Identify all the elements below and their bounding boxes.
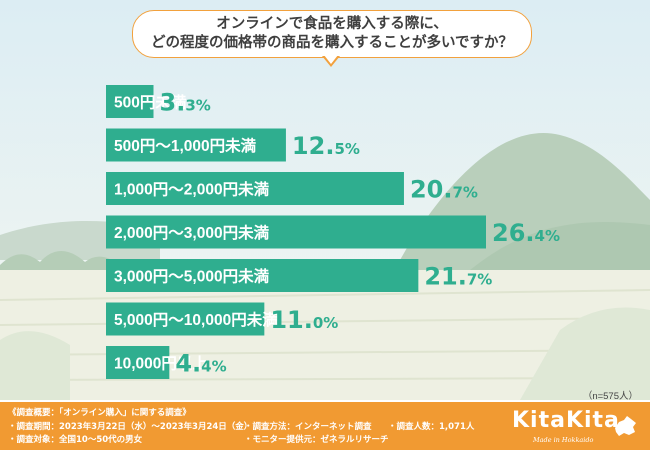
value-label-4: 26.4% xyxy=(492,219,560,247)
bar-label-4: 2,000円～3,000円未満 xyxy=(114,223,270,242)
value-label-1: 3.3% xyxy=(160,89,211,117)
grass-left xyxy=(0,331,70,400)
survey-period: ・調査期間：2023年3月22日（水）～2023年3月24日（金） xyxy=(8,422,253,432)
survey-count: ・調査人数：1,071人 xyxy=(388,422,475,432)
survey-method: ・調査方法：インターネット調査 xyxy=(244,422,372,432)
bar-label-7: 10,000円以上 xyxy=(114,355,208,373)
value-label-5: 21.7% xyxy=(424,263,492,291)
value-label-6: 11.0% xyxy=(270,306,338,334)
bubble-tail-inner xyxy=(324,55,338,64)
hokkaido-icon xyxy=(615,416,636,436)
sample-size-note: （n=575人） xyxy=(582,391,638,402)
value-label-2: 12.5% xyxy=(292,132,360,160)
survey-target: ・調査対象：全国10～50代の男女 xyxy=(8,435,143,445)
bar-4 xyxy=(106,215,486,249)
bar-label-3: 1,000円～2,000円未満 xyxy=(114,180,270,199)
bar-label-6: 5,000円～10,000円未満 xyxy=(114,310,278,329)
brand-logo-text: KitaKita xyxy=(512,408,620,433)
value-label-3: 20.7% xyxy=(410,176,478,204)
survey-provider: ・モニター提供元：ゼネラルリサーチ xyxy=(244,435,389,445)
grass-right xyxy=(520,307,650,400)
bar-label-5: 3,000円～5,000円未満 xyxy=(114,267,270,286)
question-line-1: オンラインで食品を購入する際に、 xyxy=(216,16,448,32)
survey-title: 《調査概要：「オンライン購入」に関する調査》 xyxy=(8,408,191,418)
bar-3 xyxy=(106,172,404,205)
bar-label-1: 500円未満 xyxy=(114,93,187,112)
survey-footer: 《調査概要：「オンライン購入」に関する調査》 ・調査期間：2023年3月22日（… xyxy=(0,402,650,450)
question-bubble: オンラインで食品を購入する際に、 どの程度の価格帯の商品を購入することが多いです… xyxy=(132,10,532,58)
bar-6 xyxy=(106,302,265,336)
hill-right-front xyxy=(470,222,650,285)
bar-1 xyxy=(106,85,154,118)
bar-7 xyxy=(106,346,170,379)
value-label-7: 4.4% xyxy=(175,350,226,378)
bar-2 xyxy=(106,128,286,162)
bar-5 xyxy=(106,259,419,292)
brand-tagline: Made in Hokkaido xyxy=(533,436,594,444)
question-line-2: どの程度の価格帯の商品を購入することが多いですか？ xyxy=(150,35,514,51)
bar-label-2: 500円～1,000円未満 xyxy=(114,136,257,155)
